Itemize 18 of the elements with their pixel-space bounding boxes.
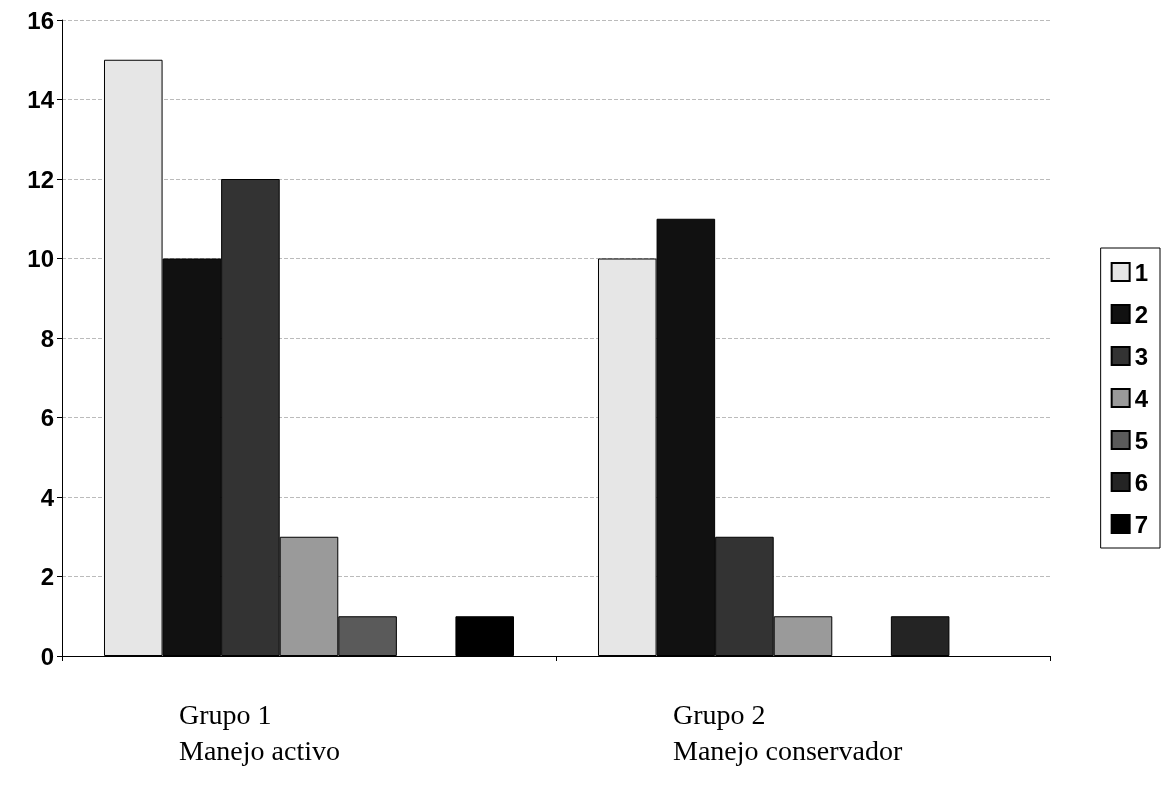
legend-label: 1 bbox=[1134, 258, 1149, 286]
x-tick-label: Grupo 1 Manejo activo bbox=[179, 698, 340, 766]
legend-label: 7 bbox=[1134, 510, 1149, 538]
y-tick-label: 0 bbox=[40, 642, 54, 670]
legend-label: 3 bbox=[1134, 342, 1149, 370]
y-tick-label: 4 bbox=[40, 483, 55, 511]
legend-label: 4 bbox=[1134, 384, 1149, 412]
legend-label: 2 bbox=[1134, 300, 1149, 328]
y-tick-label: 8 bbox=[40, 324, 54, 352]
y-tick-label: 16 bbox=[27, 6, 54, 34]
y-tick-label: 6 bbox=[40, 404, 54, 431]
legend-label: 5 bbox=[1134, 426, 1149, 454]
y-tick-label: 12 bbox=[27, 165, 54, 193]
legend-label: 6 bbox=[1134, 468, 1149, 496]
y-tick-label: 2 bbox=[40, 563, 54, 590]
y-tick-label: 14 bbox=[27, 86, 55, 113]
y-tick-label: 10 bbox=[27, 245, 54, 272]
x-tick-label: Grupo 2 Manejo conservador bbox=[673, 698, 904, 766]
